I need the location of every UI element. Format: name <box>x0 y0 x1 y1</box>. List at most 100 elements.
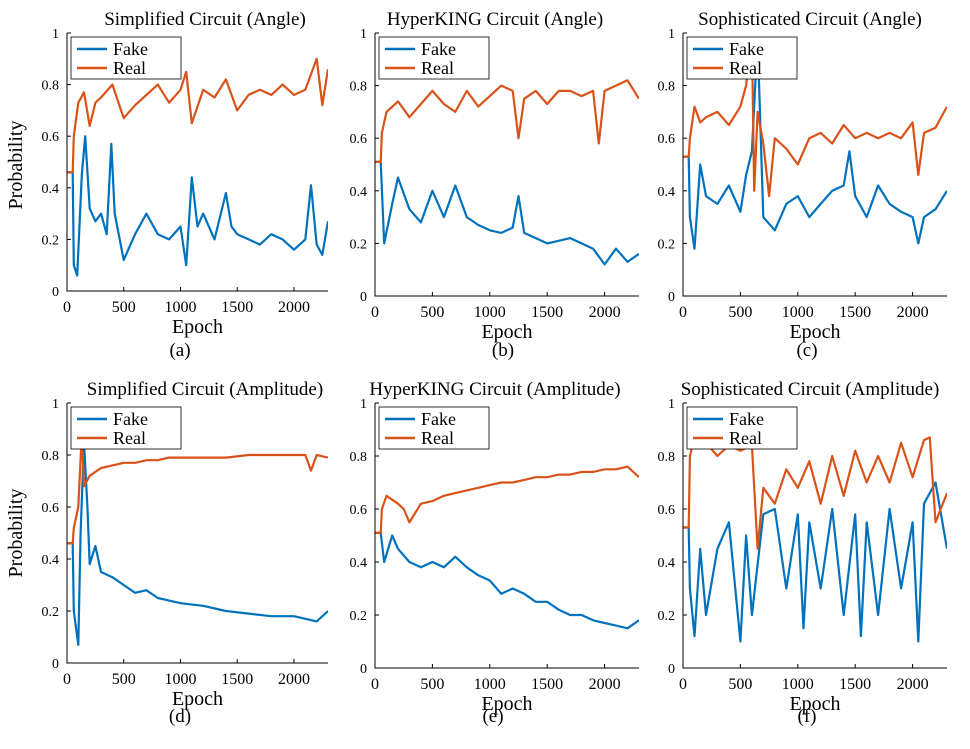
x-tick-label: 2000 <box>278 671 310 688</box>
y-tick-label: 0 <box>668 290 675 305</box>
x-tick-label: 1500 <box>531 304 563 321</box>
chart-panel <box>682 402 947 669</box>
y-axis-label: Probability <box>5 121 27 210</box>
y-tick-label: 0.4 <box>350 185 368 200</box>
y-tick-label: 0 <box>360 662 367 677</box>
chart-panel <box>682 32 947 297</box>
legend-entry: Fake <box>729 39 764 59</box>
series-line-fake <box>375 531 639 630</box>
y-tick-label: 0.2 <box>350 609 368 624</box>
legend-entry: Real <box>421 428 454 448</box>
x-tick-label: 500 <box>420 676 444 693</box>
y-tick-label: 1 <box>668 397 675 412</box>
panel-label: (e) <box>482 706 503 727</box>
series-line-real <box>683 37 947 198</box>
y-tick-label: 0 <box>360 290 367 305</box>
y-tick-label: 0.2 <box>658 609 676 624</box>
x-tick-label: 0 <box>679 304 687 321</box>
y-tick-label: 0.8 <box>42 449 60 464</box>
x-tick-label: 2000 <box>589 304 621 321</box>
y-tick-label: 1 <box>668 27 675 42</box>
y-tick-label: 0.6 <box>42 130 60 145</box>
y-tick-label: 1 <box>52 27 59 42</box>
x-tick-label: 500 <box>728 304 752 321</box>
y-tick-label: 0.2 <box>42 233 60 248</box>
y-tick-label: 0.4 <box>42 182 60 197</box>
panel-label: (f) <box>798 706 817 727</box>
y-tick-label: 1 <box>52 397 59 412</box>
chart-title: HyperKING Circuit (Angle) <box>387 9 603 30</box>
y-tick-label: 0.6 <box>42 501 60 516</box>
y-tick-label: 0.6 <box>350 503 368 518</box>
legend-box <box>378 36 490 80</box>
x-tick-label: 1500 <box>839 676 871 693</box>
legend-entry: Fake <box>113 409 148 429</box>
y-tick-label: 0.6 <box>658 132 676 147</box>
legend-entry: Fake <box>421 409 456 429</box>
series-line-real <box>375 465 639 535</box>
y-tick-label: 0.2 <box>658 237 676 252</box>
chart-title: Sophisticated Circuit (Amplitude) <box>681 379 940 400</box>
legend-entry: Fake <box>421 39 456 59</box>
panel-label: (c) <box>796 340 817 361</box>
panel-label: (d) <box>169 706 191 727</box>
x-axis-label: Epoch <box>481 693 532 715</box>
x-tick-label: 500 <box>112 671 136 688</box>
legend-box <box>686 36 798 80</box>
x-tick-label: 1000 <box>782 676 814 693</box>
series-line-real <box>683 436 947 550</box>
panel-label: (a) <box>169 340 190 361</box>
x-axis-label: Epoch <box>172 316 223 338</box>
y-tick-label: 0.2 <box>42 605 60 620</box>
x-axis-label: Epoch <box>789 693 840 715</box>
x-tick-label: 2000 <box>897 676 929 693</box>
series-line-fake <box>67 135 328 277</box>
legend-box <box>70 406 182 450</box>
x-tick-label: 1500 <box>221 671 253 688</box>
y-tick-label: 1 <box>360 27 367 42</box>
panel-label: (b) <box>492 340 514 361</box>
x-tick-label: 1000 <box>782 304 814 321</box>
y-tick-label: 0 <box>52 657 59 672</box>
chart-panel <box>374 402 639 669</box>
x-tick-label: 1000 <box>164 671 196 688</box>
x-tick-label: 1000 <box>164 299 196 316</box>
series-line-fake <box>375 160 639 266</box>
y-tick-label: 0.6 <box>658 503 676 518</box>
x-axis-label: Epoch <box>789 321 840 343</box>
series-line-real <box>67 433 328 545</box>
x-tick-label: 1000 <box>474 676 506 693</box>
y-tick-label: 0.4 <box>658 556 676 571</box>
series-line-real <box>375 79 639 163</box>
legend-entry: Real <box>421 58 454 78</box>
legend-box <box>70 36 182 80</box>
legend-entry: Fake <box>729 409 764 429</box>
legend-entry: Real <box>729 58 762 78</box>
legend-entry: Fake <box>113 39 148 59</box>
x-tick-label: 500 <box>728 676 752 693</box>
x-tick-label: 1500 <box>221 299 253 316</box>
x-tick-label: 0 <box>679 676 687 693</box>
y-tick-label: 0.8 <box>658 80 676 95</box>
legend-box <box>686 406 798 450</box>
x-tick-label: 2000 <box>589 676 621 693</box>
legend-entry: Real <box>729 428 762 448</box>
x-tick-label: 0 <box>371 676 379 693</box>
y-tick-label: 0.8 <box>350 450 368 465</box>
y-tick-label: 0.4 <box>42 553 60 568</box>
x-tick-label: 1500 <box>839 304 871 321</box>
x-axis-label: Epoch <box>481 321 532 343</box>
y-tick-label: 0.4 <box>658 185 676 200</box>
legend-box <box>378 406 490 450</box>
y-tick-label: 0.2 <box>350 237 368 252</box>
y-tick-label: 1 <box>360 397 367 412</box>
series-line-real <box>67 57 328 174</box>
x-tick-label: 0 <box>63 671 71 688</box>
y-axis-label: Probability <box>5 489 27 578</box>
x-tick-label: 0 <box>63 299 71 316</box>
legend-entry: Real <box>113 428 146 448</box>
y-tick-label: 0.8 <box>350 80 368 95</box>
y-tick-label: 0.8 <box>42 79 60 94</box>
x-tick-label: 1500 <box>531 676 563 693</box>
y-tick-label: 0 <box>668 662 675 677</box>
